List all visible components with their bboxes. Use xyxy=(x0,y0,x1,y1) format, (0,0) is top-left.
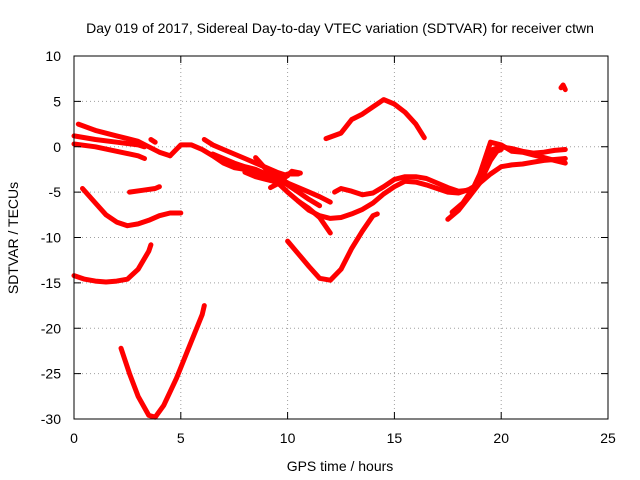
series-track-4 xyxy=(80,186,184,229)
y-tick-label: -10 xyxy=(41,230,61,246)
series-track-19 xyxy=(323,97,427,142)
x-tick-label: 10 xyxy=(280,430,296,446)
y-tick-label: -15 xyxy=(41,275,61,291)
y-tick-label: -25 xyxy=(41,366,61,382)
data-series xyxy=(71,82,568,420)
series-track-7 xyxy=(71,242,154,285)
x-tick-label: 25 xyxy=(600,430,616,446)
series-track-8 xyxy=(118,303,207,420)
x-tick-label: 5 xyxy=(177,430,185,446)
x-tick-label: 20 xyxy=(493,430,509,446)
x-axis-label: GPS time / hours xyxy=(287,458,394,474)
x-tick-label: 15 xyxy=(387,430,403,446)
y-tick-label: 0 xyxy=(53,139,61,155)
series-track-2 xyxy=(71,133,147,150)
y-axis-label: SDTVAR / TECUs xyxy=(5,182,21,294)
series-track-23 xyxy=(558,82,568,93)
x-tick-label: 0 xyxy=(70,430,78,446)
series-track-12 xyxy=(253,155,333,205)
series-track-1 xyxy=(75,121,173,159)
y-tick-label: 5 xyxy=(53,93,61,109)
y-tick-label: -20 xyxy=(41,320,61,336)
y-tick-label: 10 xyxy=(45,48,61,64)
series-track-3 xyxy=(71,141,147,161)
chart-title: Day 019 of 2017, Sidereal Day-to-day VTE… xyxy=(86,20,594,36)
series-track-22 xyxy=(466,139,568,200)
series-track-18 xyxy=(332,174,472,198)
series-track-10 xyxy=(201,137,291,179)
axis-ticks: 0 5 10 15 20 25 -30 -25 -20 -15 -10 -5 0 5 10 xyxy=(41,48,616,446)
series-track-15 xyxy=(268,168,303,191)
series-track-6 xyxy=(148,137,158,145)
grid-lines xyxy=(74,56,608,419)
y-tick-label: -5 xyxy=(49,184,62,200)
y-tick-label: -30 xyxy=(41,411,61,427)
series-track-5 xyxy=(127,184,162,195)
series-track-16 xyxy=(285,211,380,283)
series-track-20 xyxy=(445,147,504,222)
series-track-17 xyxy=(295,156,568,221)
